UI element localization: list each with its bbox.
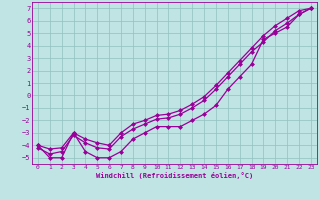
X-axis label: Windchill (Refroidissement éolien,°C): Windchill (Refroidissement éolien,°C) bbox=[96, 172, 253, 179]
